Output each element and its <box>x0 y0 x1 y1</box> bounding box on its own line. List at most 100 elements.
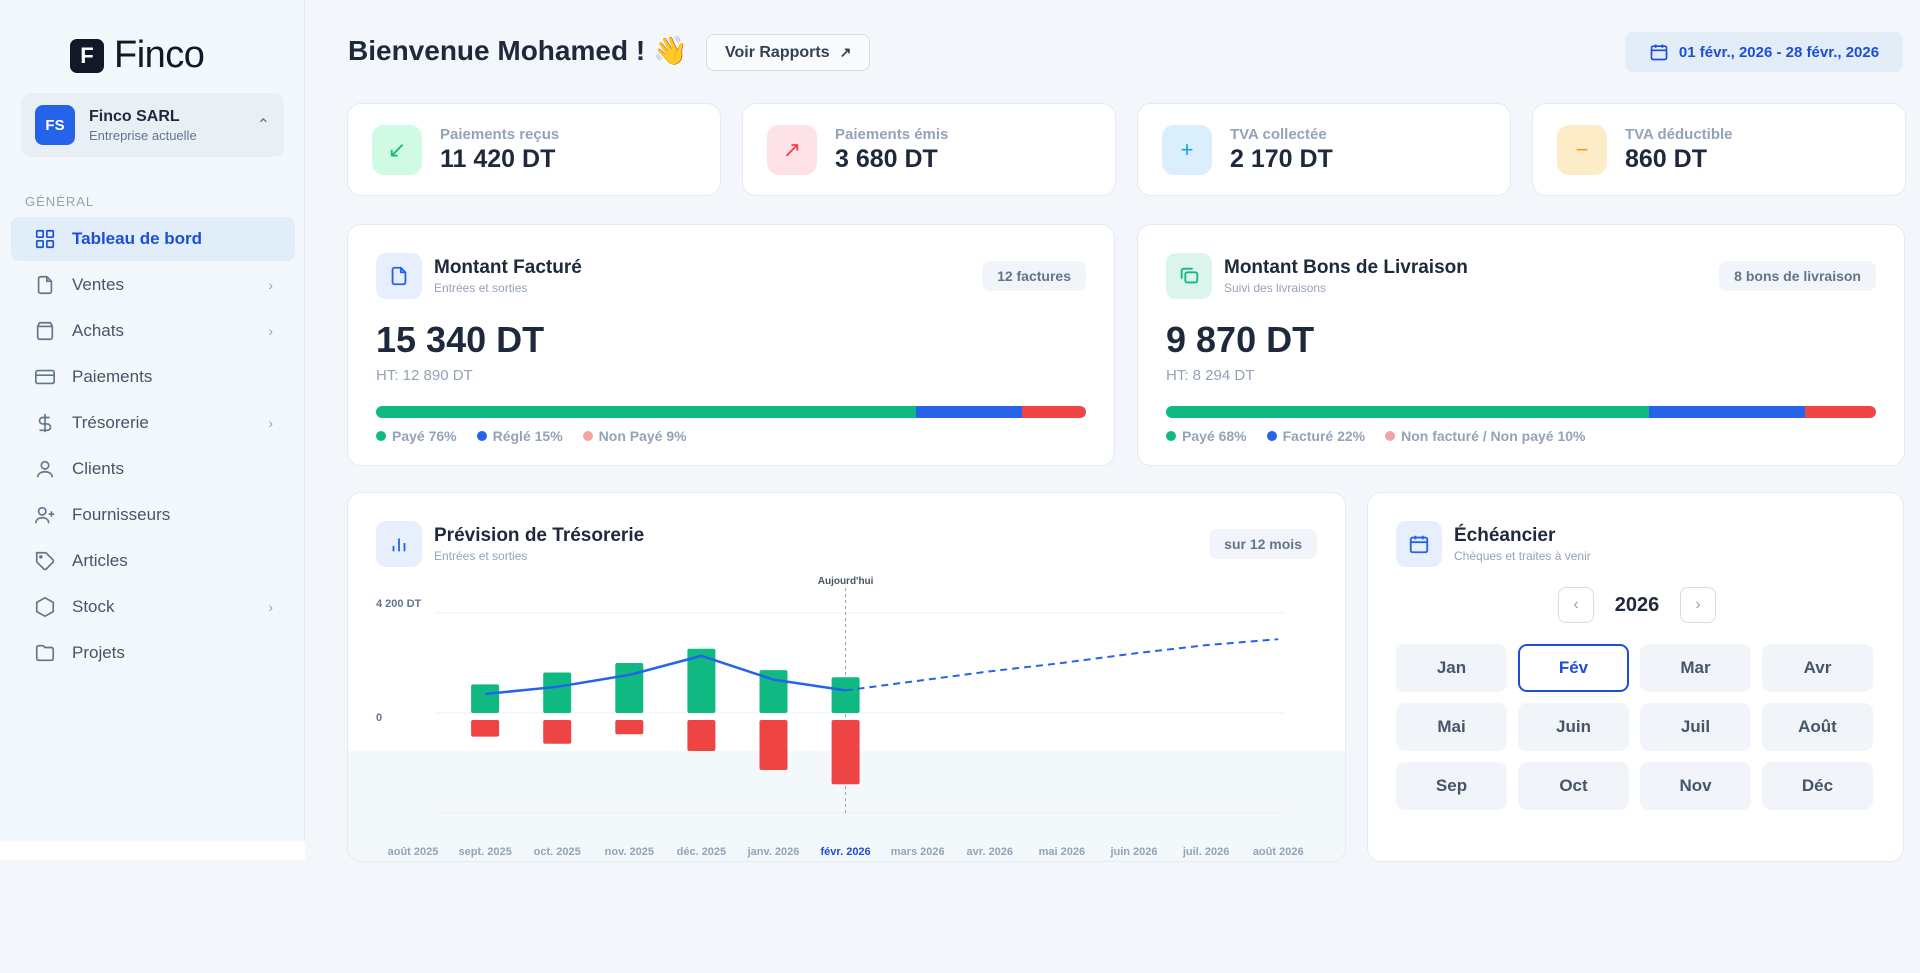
brand-logo[interactable]: F Finco <box>70 34 205 77</box>
schedule-card: Échéancier Chèques et traites à venir ‹ … <box>1367 492 1904 862</box>
chevron-up-icon: ⌃ <box>256 117 270 134</box>
sidebar-item-2[interactable]: Achats › <box>11 309 295 353</box>
sidebar-nav: Tableau de bord Ventes › Achats › Paiements Tr… <box>11 217 295 677</box>
month-3[interactable]: Avr <box>1762 644 1873 692</box>
schedule-subtitle: Chèques et traites à venir <box>1454 549 1591 563</box>
schedule-title: Échéancier <box>1454 525 1556 546</box>
legend-label: Réglé 15% <box>492 428 563 444</box>
next-year-button[interactable]: › <box>1680 587 1716 623</box>
income-bar <box>831 677 860 713</box>
sidebar-item-label: Fournisseurs <box>72 505 171 524</box>
chevron-right-icon: › <box>268 599 273 615</box>
month-6[interactable]: Juil <box>1640 703 1751 751</box>
invoiced-card: Montant Facturé Entrées et sorties 12 fa… <box>347 224 1115 466</box>
delivery-subtitle: Suivi des livraisons <box>1224 281 1327 295</box>
progress-segment <box>1022 406 1086 418</box>
previous-year-button[interactable]: ‹ <box>1558 587 1594 623</box>
delivery-card: Montant Bons de Livraison Suivi des livr… <box>1137 224 1905 466</box>
legend-dot <box>582 431 593 441</box>
month-1[interactable]: Fév <box>1518 644 1629 692</box>
month-0[interactable]: Jan <box>1396 644 1507 692</box>
legend-label: Non Payé 9% <box>598 428 687 444</box>
legend-item: Réglé 15% <box>476 428 563 444</box>
arrow-up-right-icon: ↗ <box>767 124 817 175</box>
delivery-title: Montant Bons de Livraison <box>1224 257 1468 278</box>
forecast-range-badge: sur 12 mois <box>1209 529 1317 559</box>
file-icon <box>37 275 53 295</box>
company-switcher[interactable]: FS Finco SARL Entreprise actuelle ⌃ <box>21 93 284 157</box>
view-reports-button[interactable]: Voir Rapports ↗ <box>706 34 871 71</box>
brand-mark: F <box>70 38 104 73</box>
progress-segment <box>1648 406 1805 418</box>
sidebar-item-label: Trésorerie <box>72 413 149 432</box>
sidebar-item-label: Paiements <box>72 367 153 386</box>
bag-icon <box>36 321 54 341</box>
sidebar-item-label: Projets <box>72 643 125 662</box>
x-tick-label: juin 2026 <box>1109 846 1157 858</box>
date-range-picker[interactable]: 01 févr., 2026 - 28 févr., 2026 <box>1625 32 1903 72</box>
legend-dot <box>476 431 487 441</box>
copy-icon <box>1166 253 1212 299</box>
external-link-icon: ↗ <box>839 44 852 60</box>
folder-icon <box>35 644 55 662</box>
legend-item: Payé 68% <box>1166 428 1247 444</box>
stat-value: 860 DT <box>1625 144 1707 173</box>
income-bar <box>471 684 500 713</box>
arrow-down-left-icon: ↙ <box>372 124 422 175</box>
legend-dot <box>376 431 386 441</box>
month-5[interactable]: Juin <box>1518 703 1629 751</box>
expense-bar <box>759 720 788 770</box>
sidebar-item-6[interactable]: Fournisseurs <box>11 493 295 537</box>
month-2[interactable]: Mar <box>1640 644 1751 692</box>
sidebar-item-4[interactable]: Trésorerie › <box>11 401 295 445</box>
sidebar-item-label: Achats <box>72 321 124 340</box>
income-bar <box>543 672 572 713</box>
year-label: 2026 <box>1614 593 1660 616</box>
y-tick-label: 0 <box>376 712 382 724</box>
progress-segment <box>915 406 1023 418</box>
sidebar-item-9[interactable]: Projets <box>11 631 295 675</box>
progress-segment <box>1166 406 1649 418</box>
sidebar: F Finco FS Finco SARL Entreprise actuell… <box>0 0 305 860</box>
bar-chart-icon <box>376 521 422 567</box>
sidebar-item-1[interactable]: Ventes › <box>11 263 295 307</box>
forecast-balance-line <box>845 638 1279 692</box>
month-7[interactable]: Août <box>1762 703 1873 751</box>
stat-label: TVA déductible <box>1625 125 1733 143</box>
grid-icon <box>35 229 55 249</box>
forecast-card: Prévision de Trésorerie Entrées et sorti… <box>347 492 1346 862</box>
invoiced-amount: 15 340 DT <box>376 319 545 360</box>
page-title: Bienvenue Mohamed ! 👋 <box>348 35 688 66</box>
sidebar-item-5[interactable]: Clients <box>11 447 295 491</box>
stat-value: 2 170 DT <box>1230 144 1333 173</box>
month-9[interactable]: Oct <box>1518 762 1629 810</box>
company-avatar: FS <box>35 105 75 145</box>
chevron-right-icon: › <box>268 277 273 293</box>
progress-segment <box>376 406 916 418</box>
forecast-subtitle: Entrées et sorties <box>434 549 528 563</box>
sidebar-item-7[interactable]: Articles <box>11 539 295 583</box>
month-4[interactable]: Mai <box>1396 703 1507 751</box>
sidebar-item-0[interactable]: Tableau de bord <box>11 217 295 261</box>
expense-bar <box>687 720 716 751</box>
month-10[interactable]: Nov <box>1640 762 1751 810</box>
invoiced-ht: HT: 12 890 DT <box>376 367 473 384</box>
sidebar-item-8[interactable]: Stock › <box>11 585 295 629</box>
month-8[interactable]: Sep <box>1396 762 1507 810</box>
stat-label: Paiements reçus <box>440 125 560 143</box>
sidebar-item-label: Articles <box>72 551 128 570</box>
legend-item: Payé 76% <box>376 428 457 444</box>
sidebar-item-3[interactable]: Paiements <box>11 355 295 399</box>
delivery-progress-bar <box>1166 406 1876 418</box>
x-tick-label: oct. 2025 <box>534 846 581 858</box>
chevron-right-icon: › <box>268 415 273 431</box>
expense-bar <box>615 720 644 735</box>
actual-balance-line <box>484 654 846 696</box>
stat-label: Paiements émis <box>835 125 949 143</box>
delivery-amount: 9 870 DT <box>1166 319 1315 360</box>
x-tick-label: mai 2026 <box>1039 846 1085 858</box>
x-tick-label: janv. 2026 <box>747 846 800 858</box>
stat-value: 3 680 DT <box>835 144 938 173</box>
month-11[interactable]: Déc <box>1762 762 1873 810</box>
income-bar <box>687 648 716 713</box>
